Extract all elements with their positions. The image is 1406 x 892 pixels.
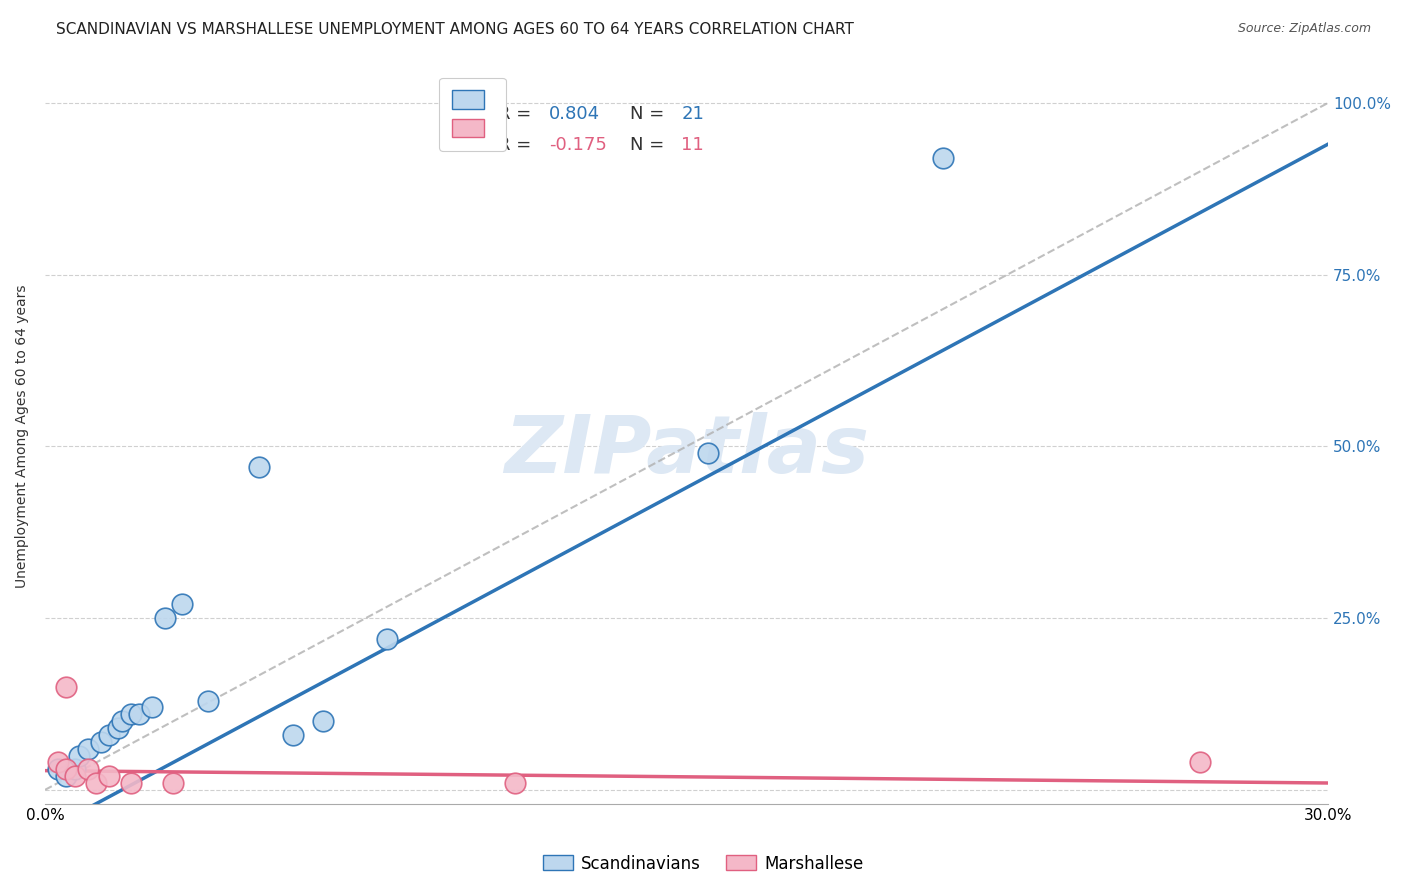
- Point: [98, 769, 121, 783]
- Text: Source: ZipAtlas.com: Source: ZipAtlas.com: [1237, 22, 1371, 36]
- Point: [46, 756, 69, 770]
- Point: [505, 776, 527, 790]
- Text: SCANDINAVIAN VS MARSHALLESE UNEMPLOYMENT AMONG AGES 60 TO 64 YEARS CORRELATION C: SCANDINAVIAN VS MARSHALLESE UNEMPLOYMENT…: [56, 22, 853, 37]
- Point: [141, 700, 163, 714]
- Point: [98, 728, 121, 742]
- Point: [153, 611, 176, 625]
- Text: 11: 11: [682, 136, 704, 154]
- Text: R =: R =: [498, 105, 537, 123]
- Text: N =: N =: [630, 105, 671, 123]
- Point: [46, 762, 69, 776]
- Point: [162, 776, 184, 790]
- Legend: Scandinavians, Marshallese: Scandinavians, Marshallese: [536, 848, 870, 880]
- Point: [120, 776, 142, 790]
- Text: -0.175: -0.175: [550, 136, 607, 154]
- Point: [247, 460, 270, 475]
- Text: R =: R =: [498, 136, 537, 154]
- Legend: , : ,: [439, 78, 506, 151]
- Text: N =: N =: [630, 136, 671, 154]
- Point: [312, 714, 335, 728]
- Point: [107, 721, 129, 735]
- Point: [932, 151, 955, 165]
- Point: [55, 769, 77, 783]
- Point: [67, 748, 90, 763]
- Point: [76, 741, 98, 756]
- Y-axis label: Unemployment Among Ages 60 to 64 years: Unemployment Among Ages 60 to 64 years: [15, 285, 30, 588]
- Point: [170, 598, 193, 612]
- Text: 0.804: 0.804: [550, 105, 600, 123]
- Point: [197, 693, 219, 707]
- Text: 21: 21: [682, 105, 704, 123]
- Point: [63, 762, 86, 776]
- Point: [697, 446, 720, 460]
- Point: [55, 680, 77, 694]
- Point: [111, 714, 134, 728]
- Point: [76, 762, 98, 776]
- Point: [63, 769, 86, 783]
- Text: ZIPatlas: ZIPatlas: [505, 412, 869, 490]
- Point: [120, 707, 142, 722]
- Point: [90, 735, 112, 749]
- Point: [128, 707, 150, 722]
- Point: [55, 762, 77, 776]
- Point: [281, 728, 304, 742]
- Point: [1188, 756, 1211, 770]
- Point: [84, 776, 107, 790]
- Point: [375, 632, 398, 646]
